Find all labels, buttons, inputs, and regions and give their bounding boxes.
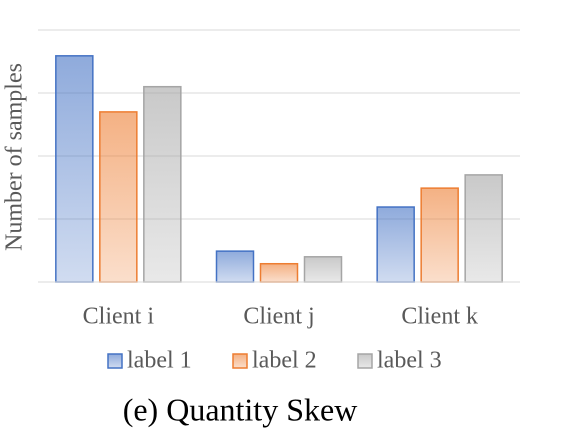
- x-tick-label: Client k: [401, 304, 478, 330]
- legend-swatch: [232, 353, 248, 369]
- legend-label: label 2: [252, 348, 317, 374]
- bar: [464, 174, 503, 283]
- bar: [303, 256, 343, 283]
- bar: [376, 206, 415, 283]
- bar: [99, 111, 138, 283]
- legend-swatch: [357, 353, 373, 369]
- bar: [55, 55, 94, 283]
- legend-swatch: [107, 353, 123, 369]
- x-tick-label: Client j: [243, 304, 314, 330]
- y-axis-label: Number of samples: [2, 63, 28, 251]
- bar: [259, 262, 299, 283]
- legend-label: label 1: [127, 348, 192, 374]
- legend-label: label 3: [377, 348, 442, 374]
- bar: [215, 250, 255, 283]
- x-tick-label: Client i: [83, 304, 155, 330]
- bar: [143, 85, 182, 283]
- bar: [420, 187, 459, 283]
- chart-title: (e) Quantity Skew: [123, 391, 358, 427]
